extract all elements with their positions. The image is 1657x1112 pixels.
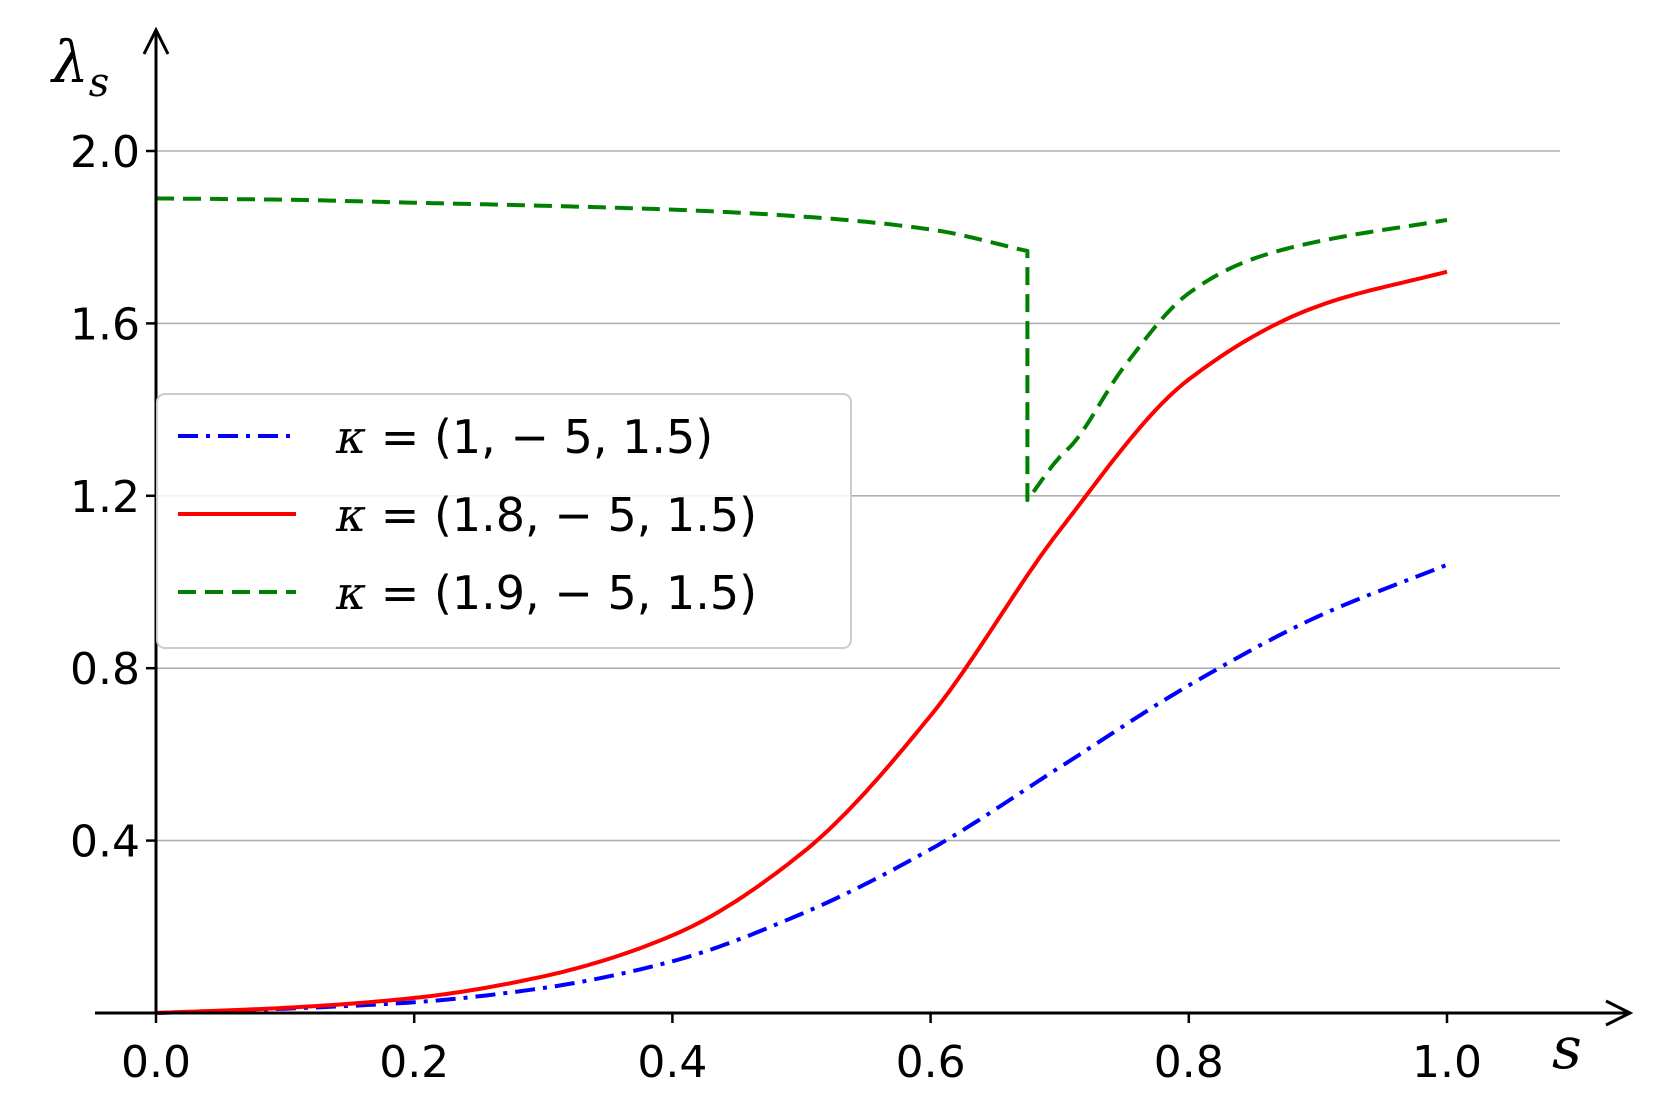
legend-label: = (1.8, − 5, 1.5) — [366, 488, 757, 542]
legend: κ = (1, − 5, 1.5)κ = (1.8, − 5, 1.5)κ = … — [156, 393, 852, 649]
legend-label: = (1.9, − 5, 1.5) — [366, 566, 757, 620]
y-axis-label: λs — [50, 28, 109, 106]
legend-box — [156, 393, 852, 649]
y-tick-label: 0.8 — [70, 644, 140, 695]
series-line-3 — [155, 196, 1448, 503]
x-tick-label: 0.2 — [379, 1037, 449, 1088]
legend-entry: κ = (1.9, − 5, 1.5) — [335, 566, 757, 620]
y-tick-label: 2.0 — [70, 127, 140, 178]
legend-entry: κ = (1.8, − 5, 1.5) — [335, 488, 757, 542]
y-axis-label-subscript: s — [89, 60, 110, 106]
x-axis-label: s — [1552, 1014, 1582, 1082]
x-tick-label: 1.0 — [1412, 1037, 1482, 1088]
x-tick-label: 0.4 — [637, 1037, 707, 1088]
series-layer — [155, 196, 1448, 1015]
x-tick-label: 0.0 — [121, 1037, 191, 1088]
x-tick-label: 0.8 — [1154, 1037, 1224, 1088]
y-tick-label: 1.6 — [70, 299, 140, 350]
series-line-2 — [155, 269, 1448, 1015]
legend-kappa: κ — [335, 488, 366, 542]
y-tick-label: 1.2 — [70, 472, 140, 523]
x-tick-label: 0.6 — [896, 1037, 966, 1088]
y-tick-label: 0.4 — [70, 817, 140, 868]
legend-entry: κ = (1, − 5, 1.5) — [335, 410, 713, 464]
series-line-1 — [155, 562, 1448, 1015]
legend-kappa: κ — [335, 410, 366, 464]
legend-kappa: κ — [335, 566, 366, 620]
legend-label: = (1, − 5, 1.5) — [366, 410, 713, 464]
ticks: 0.4 0.8 1.2 1.6 2.0 0.0 0.2 0.4 0.6 0.8 1.0 — [70, 127, 1482, 1088]
